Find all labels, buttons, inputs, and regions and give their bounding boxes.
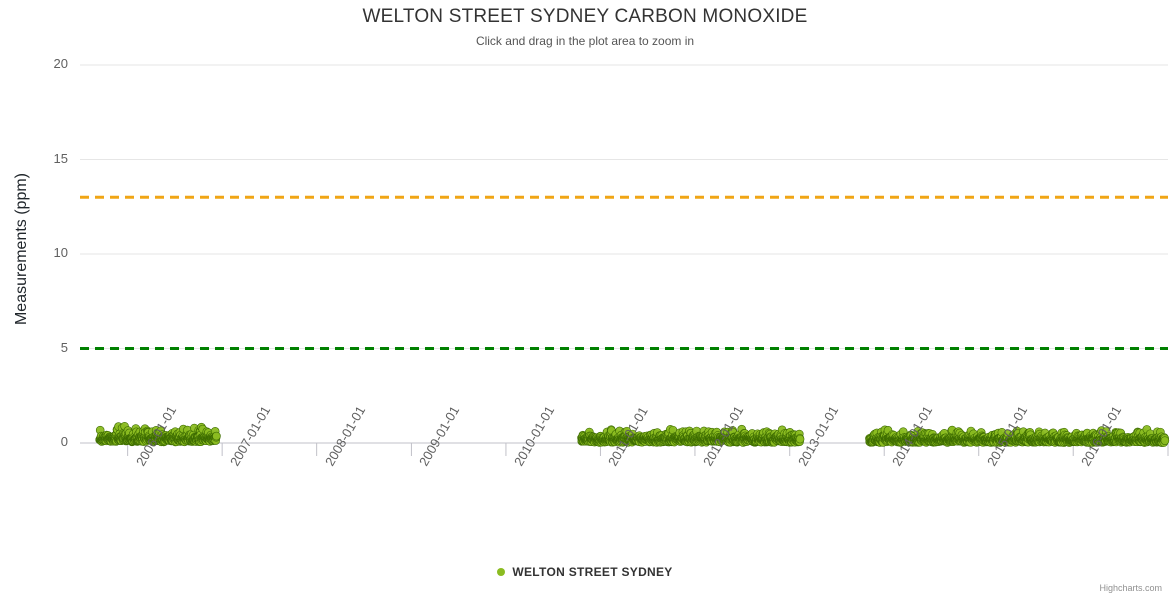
y-axis-tick-label: 5 — [60, 339, 68, 355]
highcharts-credits-link[interactable]: Highcharts.com — [1099, 583, 1162, 593]
y-axis-tick-label: 20 — [53, 56, 68, 71]
data-point[interactable] — [795, 434, 805, 444]
legend-item-label: WELTON STREET SYDNEY — [512, 565, 673, 579]
y-axis-tick-label: 10 — [53, 245, 68, 260]
data-point[interactable] — [212, 431, 221, 441]
y-axis-tick-label: 0 — [60, 434, 68, 449]
chart-subtitle: Click and drag in the plot area to zoom … — [475, 34, 695, 48]
legend-marker-icon — [497, 567, 506, 576]
chart-title: WELTON STREET SYDNEY CARBON MONOXIDE — [362, 6, 808, 27]
series-welton-street-sydney[interactable] — [95, 421, 1170, 447]
legend-item-welton-street-sydney[interactable]: WELTON STREET SYDNEY — [497, 565, 672, 579]
data-point[interactable] — [1160, 436, 1170, 445]
chart-legend: WELTON STREET SYDNEY — [0, 563, 1170, 581]
y-axis-tick-label: 15 — [53, 150, 68, 166]
